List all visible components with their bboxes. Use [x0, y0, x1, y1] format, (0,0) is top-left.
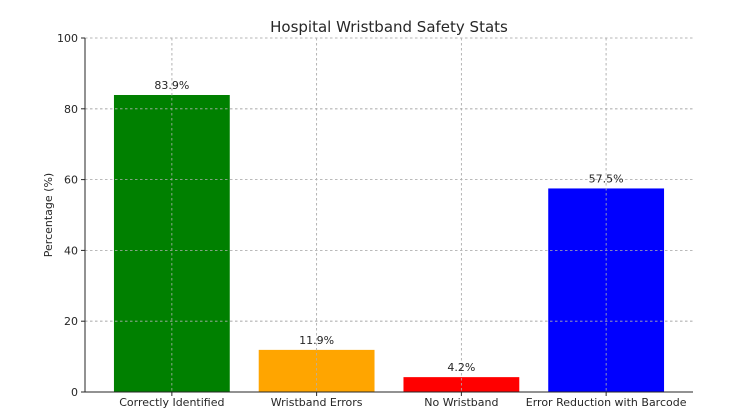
- data-labels: 83.9% 11.9% 4.2% 57.5%: [154, 79, 623, 374]
- x-tick-label: Error Reduction with Barcode: [526, 396, 687, 409]
- axes: [84, 38, 693, 393]
- x-tick-label: No Wristband: [424, 396, 498, 409]
- y-axis-label: Percentage (%): [42, 173, 55, 257]
- bar-1: [258, 349, 375, 392]
- x-tick-label: Correctly Identified: [119, 396, 224, 409]
- y-tick-label: 80: [64, 103, 78, 116]
- y-tick-label: 40: [64, 244, 78, 257]
- bar-value-label: 11.9%: [299, 334, 334, 347]
- bars: [85, 37, 693, 393]
- bar-value-label: 57.5%: [589, 172, 624, 185]
- y-tick-label: 20: [64, 315, 78, 328]
- y-tick-label: 60: [64, 174, 78, 187]
- bar-value-label: 83.9%: [154, 79, 189, 92]
- y-tick-label: 0: [71, 386, 78, 399]
- bar-value-label: 4.2%: [447, 361, 475, 374]
- x-tick-label: Wristband Errors: [271, 396, 363, 409]
- ticks: 0 20 40 60 80 100 Correctly Identified Wristban…: [57, 32, 687, 409]
- y-tick-label: 100: [57, 32, 78, 45]
- chart-title: Hospital Wristband Safety Stats: [270, 18, 508, 36]
